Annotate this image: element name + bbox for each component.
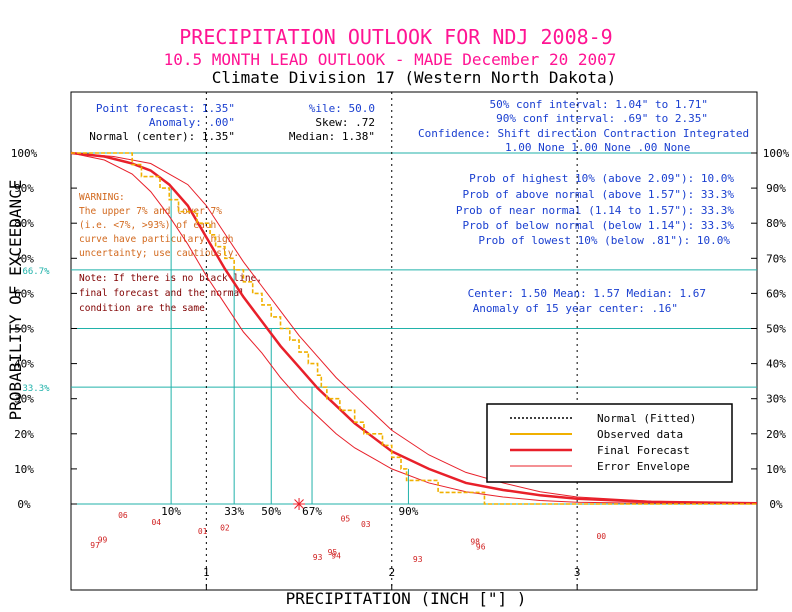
warning-line: The upper 7% and lower 7% <box>79 206 222 217</box>
percentile-label: 67% <box>302 505 322 518</box>
warning-line: uncertainty; use cautiously. <box>79 248 239 259</box>
warning-line: curve have particulary high <box>79 234 233 245</box>
y-tick-label-left: 90% <box>14 182 34 195</box>
legend-label-normal: Normal (Fitted) <box>597 412 696 425</box>
note-line: Note: If there is no black line, <box>79 273 262 284</box>
x-tick-label: 1 <box>203 566 210 579</box>
y-tick-label-left: 10% <box>14 463 34 476</box>
chart-subtitle: 10.5 MONTH LEAD OUTLOOK - MADE December … <box>164 50 617 69</box>
year-label: 00 <box>596 532 606 541</box>
normal-center: Normal (center): 1.35" <box>89 130 235 143</box>
reference-line-label: 33.3% <box>22 384 50 394</box>
grid-layer <box>71 92 757 590</box>
y-tick-label-left: 50% <box>14 323 34 336</box>
percentile-label: 50% <box>261 505 281 518</box>
forecast-marker <box>293 498 306 510</box>
y-tick-label-right: 10% <box>766 463 786 476</box>
y-tick-label-left: 60% <box>14 287 34 300</box>
conf-50: 50% conf interval: 1.04" to 1.71" <box>489 98 708 111</box>
year-label: 01 <box>198 527 208 536</box>
anomaly-line: Anomaly of 15 year center: .16" <box>473 302 678 315</box>
prob-highest10: Prob of highest 10% (above 2.09"): 10.0% <box>469 172 734 185</box>
year-label: 93 <box>313 553 323 562</box>
percentile-label: 10% <box>161 505 181 518</box>
legend-label-envelope: Error Envelope <box>597 460 690 473</box>
year-label: 94 <box>331 551 341 560</box>
warning-line: (i.e. <7%, >93%) of each <box>79 220 216 231</box>
y-tick-label-right: 70% <box>766 252 786 265</box>
year-label: 99 <box>98 536 108 545</box>
warning-line: WARNING: <box>79 192 125 203</box>
y-tick-label-right: 50% <box>766 323 786 336</box>
year-label: 03 <box>361 520 371 529</box>
x-tick-label: 2 <box>388 566 395 579</box>
note-line: final forecast and the normal <box>79 288 245 299</box>
year-label: 97 <box>90 541 100 550</box>
year-label: 05 <box>341 515 351 524</box>
label-layer: 66.7%33.3%1 2 30% 0%10% 10%20% 20%30% 30%40% 40… <box>11 147 790 579</box>
anomaly: Anomaly: .00" <box>149 116 235 129</box>
conf-90: 90% conf interval: .69" to 2.35" <box>496 112 708 125</box>
x-tick-label: 3 <box>574 566 581 579</box>
year-label: 96 <box>476 543 486 552</box>
percentile-label: 33% <box>224 505 244 518</box>
note-line: condition are the same <box>79 303 205 314</box>
percentile-label: 90% <box>399 505 419 518</box>
plot-frame <box>70 91 758 591</box>
percentile: %ile: 50.0 <box>309 102 375 115</box>
y-tick-label-right: 90% <box>766 182 786 195</box>
prob-near-normal: Prob of near normal (1.14 to 1.57"): 33.… <box>456 204 735 217</box>
prob-lowest10: Prob of lowest 10% (below .81"): 10.0% <box>478 234 730 247</box>
legend-label-observed: Observed data <box>597 428 683 441</box>
year-label: 95 <box>328 548 338 557</box>
prob-below-normal: Prob of below normal (below 1.14"): 33.3… <box>462 219 734 232</box>
confidence-values: 1.00 None 1.00 None .00 None <box>505 141 690 154</box>
year-label: 04 <box>151 518 161 527</box>
y-tick-label-right: 30% <box>766 393 786 406</box>
y-tick-label-right: 20% <box>766 428 786 441</box>
observed-data-line <box>71 152 757 505</box>
series-layer <box>70 151 758 510</box>
year-label: 02 <box>220 523 230 532</box>
y-tick-label-left: 30% <box>14 393 34 406</box>
error-envelope-line <box>70 152 758 505</box>
x-axis-label: PRECIPITATION (INCH ["] ) <box>286 589 527 608</box>
year-label: 98 <box>470 537 480 546</box>
y-tick-label-right: 80% <box>766 217 786 230</box>
confidence-header: Confidence: Shift direction Contraction … <box>418 127 749 140</box>
center-line: Center: 1.50 Mean: 1.57 Median: 1.67 <box>468 287 706 300</box>
y-tick-label-right: 40% <box>766 358 786 371</box>
note-box: Note: If there is no black line, final f… <box>79 273 262 314</box>
year-label: 93 <box>413 555 423 564</box>
y-tick-label-right: 60% <box>766 287 786 300</box>
y-axis-label: PROBABILITY OF EXCEEDANCE <box>6 180 25 421</box>
y-tick-label-left: 80% <box>14 217 34 230</box>
legend-label-forecast: Final Forecast <box>597 444 690 457</box>
reference-line-label: 66.7% <box>22 267 50 277</box>
error-envelope-line <box>70 152 758 504</box>
y-tick-label-left: 100% <box>11 147 38 160</box>
y-tick-label-right: 0% <box>769 498 783 511</box>
prob-above-normal: Prob of above normal (above 1.57"): 33.3… <box>462 188 734 201</box>
legend: Normal (Fitted) Observed data Final Fore… <box>486 403 733 483</box>
y-tick-label-left: 40% <box>14 358 34 371</box>
point-forecast: Point forecast: 1.35" <box>96 102 235 115</box>
skew: Skew: .72 <box>315 116 375 129</box>
median: Median: 1.38" <box>289 130 375 143</box>
legend-box <box>486 403 733 483</box>
y-tick-label-left: 20% <box>14 428 34 441</box>
climate-division: Climate Division 17 (Western North Dakot… <box>212 68 617 87</box>
y-tick-label-right: 100% <box>763 147 790 160</box>
year-label: 06 <box>118 511 128 520</box>
final-forecast-line <box>70 151 758 505</box>
chart-title: PRECIPITATION OUTLOOK FOR NDJ 2008-9 <box>179 25 612 49</box>
y-tick-label-left: 0% <box>17 498 31 511</box>
forecast-marker-stroke <box>294 499 304 509</box>
warning-box: WARNING: The upper 7% and lower 7% (i.e.… <box>79 192 239 259</box>
y-tick-label-left: 70% <box>14 252 34 265</box>
